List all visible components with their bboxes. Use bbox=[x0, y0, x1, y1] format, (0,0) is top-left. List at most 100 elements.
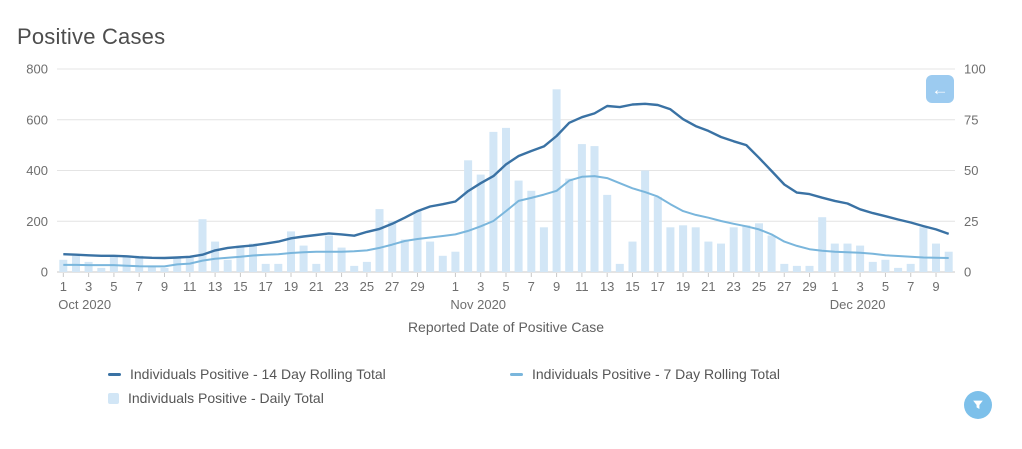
chart-legend: Individuals Positive - 14 Day Rolling To… bbox=[108, 366, 958, 406]
page-title: Positive Cases bbox=[17, 24, 166, 49]
svg-text:0: 0 bbox=[964, 265, 971, 280]
daily-total-bar bbox=[552, 89, 561, 272]
svg-text:15: 15 bbox=[233, 279, 247, 294]
daily-total-bar bbox=[388, 221, 397, 273]
legend-label: Individuals Positive - 7 Day Rolling Tot… bbox=[532, 366, 780, 382]
svg-text:13: 13 bbox=[600, 279, 614, 294]
daily-total-bar bbox=[881, 259, 890, 272]
svg-text:19: 19 bbox=[676, 279, 690, 294]
daily-total-bar bbox=[438, 255, 447, 272]
svg-text:15: 15 bbox=[625, 279, 639, 294]
svg-text:17: 17 bbox=[651, 279, 665, 294]
daily-total-bar bbox=[236, 245, 245, 272]
daily-total-bar bbox=[729, 227, 738, 272]
daily-total-bar bbox=[906, 263, 915, 272]
svg-text:100: 100 bbox=[964, 62, 986, 77]
daily-total-bar bbox=[122, 255, 131, 272]
month-label: Oct 2020 bbox=[58, 297, 111, 312]
daily-total-bars bbox=[59, 89, 953, 273]
daily-total-bar bbox=[464, 160, 473, 272]
daily-total-bar bbox=[565, 178, 574, 272]
svg-text:11: 11 bbox=[575, 279, 589, 294]
daily-total-bar bbox=[249, 243, 257, 272]
legend-item-rolling7[interactable]: Individuals Positive - 7 Day Rolling Tot… bbox=[510, 366, 912, 382]
daily-total-bar bbox=[603, 194, 612, 272]
daily-total-bar bbox=[868, 261, 877, 272]
svg-text:23: 23 bbox=[726, 279, 740, 294]
svg-text:7: 7 bbox=[907, 279, 914, 294]
svg-text:800: 800 bbox=[26, 62, 48, 77]
legend-item-daily[interactable]: Individuals Positive - Daily Total bbox=[108, 390, 510, 406]
daily-total-bar bbox=[147, 265, 156, 272]
daily-total-bar bbox=[805, 265, 814, 272]
daily-total-bar bbox=[324, 235, 333, 272]
svg-text:5: 5 bbox=[110, 279, 117, 294]
daily-total-bar bbox=[135, 255, 144, 272]
collapse-panel-button[interactable]: ← bbox=[926, 75, 954, 103]
daily-total-bar bbox=[223, 259, 232, 272]
y-axis-left-labels: 800 600 400 200 0 bbox=[26, 62, 48, 280]
svg-text:7: 7 bbox=[528, 279, 535, 294]
daily-total-bar bbox=[830, 243, 839, 272]
svg-text:9: 9 bbox=[553, 279, 560, 294]
daily-total-bar bbox=[375, 209, 384, 272]
daily-total-bar bbox=[666, 227, 675, 272]
daily-total-bar bbox=[198, 219, 207, 272]
x-axis-title: Reported Date of Positive Case bbox=[408, 319, 604, 335]
daily-total-bar bbox=[767, 235, 776, 272]
line-rolling7 bbox=[63, 175, 949, 268]
filter-button[interactable] bbox=[964, 391, 992, 419]
svg-text:25: 25 bbox=[360, 279, 374, 294]
svg-text:21: 21 bbox=[309, 279, 323, 294]
daily-total-bar bbox=[185, 257, 194, 272]
daily-total-bar bbox=[780, 263, 789, 272]
svg-text:7: 7 bbox=[136, 279, 143, 294]
daily-total-bar bbox=[211, 241, 220, 272]
svg-text:21: 21 bbox=[701, 279, 715, 294]
daily-total-bar bbox=[287, 231, 295, 272]
legend-item-rolling14[interactable]: Individuals Positive - 14 Day Rolling To… bbox=[108, 366, 510, 382]
svg-text:9: 9 bbox=[161, 279, 168, 294]
svg-text:25: 25 bbox=[752, 279, 766, 294]
daily-total-bar bbox=[299, 245, 308, 272]
daily-total-bar bbox=[413, 211, 422, 272]
daily-total-bar bbox=[628, 241, 637, 272]
daily-total-bar bbox=[577, 144, 586, 272]
y-axis-right-labels: 100 75 50 25 0 bbox=[964, 62, 986, 280]
svg-text:1: 1 bbox=[831, 279, 838, 294]
daily-total-bar bbox=[843, 243, 852, 272]
daily-total-bar bbox=[641, 170, 650, 272]
svg-text:1: 1 bbox=[60, 279, 67, 294]
svg-text:13: 13 bbox=[208, 279, 222, 294]
svg-text:200: 200 bbox=[26, 214, 48, 229]
daily-total-bar bbox=[615, 263, 624, 272]
bar-swatch-icon bbox=[108, 392, 119, 404]
daily-total-bar bbox=[476, 174, 485, 272]
svg-text:0: 0 bbox=[41, 265, 48, 280]
daily-total-bar bbox=[944, 251, 953, 272]
svg-text:600: 600 bbox=[26, 112, 48, 127]
svg-text:29: 29 bbox=[410, 279, 424, 294]
svg-text:5: 5 bbox=[882, 279, 889, 294]
svg-text:27: 27 bbox=[385, 279, 399, 294]
svg-text:3: 3 bbox=[477, 279, 484, 294]
daily-total-bar bbox=[451, 251, 460, 272]
svg-text:3: 3 bbox=[857, 279, 864, 294]
svg-text:23: 23 bbox=[334, 279, 348, 294]
daily-total-bar bbox=[426, 241, 435, 272]
legend-label: Individuals Positive - Daily Total bbox=[128, 390, 324, 406]
svg-text:75: 75 bbox=[964, 112, 978, 127]
svg-text:11: 11 bbox=[183, 279, 197, 294]
svg-text:25: 25 bbox=[964, 214, 978, 229]
daily-total-bar bbox=[84, 261, 93, 272]
svg-text:29: 29 bbox=[802, 279, 816, 294]
daily-total-bar bbox=[400, 239, 409, 272]
daily-total-bar bbox=[274, 263, 283, 272]
line-rolling14 bbox=[63, 102, 950, 260]
legend-label: Individuals Positive - 14 Day Rolling To… bbox=[130, 366, 386, 382]
daily-total-bar bbox=[362, 261, 371, 272]
daily-total-bar bbox=[489, 131, 498, 272]
daily-total-bar bbox=[109, 255, 118, 272]
